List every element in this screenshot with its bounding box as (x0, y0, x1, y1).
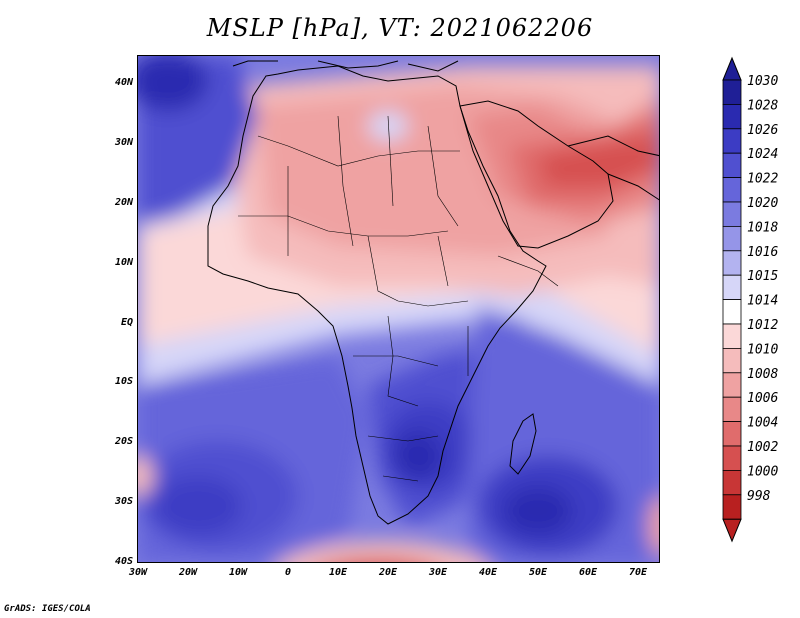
colorbar-label: 1022 (747, 172, 778, 187)
lat-label-40n: 40N (114, 77, 133, 88)
lat-label-30n: 30N (114, 137, 133, 148)
lat-label-10s: 10S (114, 376, 133, 387)
colorbar-swatch (722, 104, 742, 130)
asia-coastline (567, 135, 659, 201)
colorbar-label: 1015 (747, 269, 778, 284)
lat-label-40s: 40S (114, 556, 133, 567)
lon-label-50e: 50E (528, 567, 548, 578)
colorbar-max-arrow (722, 56, 742, 81)
colorbar-swatch (722, 79, 742, 105)
colorbar-label: 1012 (747, 318, 778, 333)
lon-label-30w: 30W (128, 567, 148, 578)
colorbar-swatch (722, 177, 742, 203)
colorbar-label: 998 (747, 489, 771, 504)
colorbar-label: 1018 (747, 220, 778, 235)
map-title: MSLP [hPa], VT: 2021062206 (206, 14, 594, 42)
colorbar-label: 1020 (747, 196, 778, 211)
lat-label-30s: 30S (114, 496, 133, 507)
colorbar-swatch (722, 372, 742, 398)
colorbar-label: 1016 (747, 245, 778, 260)
lon-label-10e: 10E (328, 567, 348, 578)
colorbar-label: 1014 (747, 294, 778, 309)
colorbar-swatch (722, 225, 742, 252)
colorbar: 1030 1028 1026 1024 1022 1020 1018 1016 1015 1014… (722, 56, 778, 543)
lat-label-20s: 20S (114, 436, 133, 447)
pressure-shading (138, 56, 659, 562)
lat-label-10n: 10N (114, 257, 133, 268)
map-plot-area (137, 55, 660, 563)
grads-credit: GrADS: IGES/COLA (4, 604, 91, 614)
lon-label-20w: 20W (178, 567, 198, 578)
colorbar-label: 1028 (747, 98, 778, 113)
colorbar-swatch (722, 201, 742, 227)
mslp-field (138, 56, 659, 562)
colorbar-label: 1006 (747, 391, 778, 406)
colorbar-label: 1002 (747, 440, 778, 455)
colorbar-label: 1000 (747, 464, 778, 479)
colorbar-label: 1004 (747, 416, 778, 431)
colorbar-swatch (722, 347, 742, 374)
colorbar-swatch (722, 445, 742, 471)
lat-label-eq: EQ (120, 317, 133, 328)
colorbar-swatch (722, 152, 742, 178)
colorbar-swatch (722, 323, 742, 349)
colorbar-swatch (722, 250, 742, 276)
madagascar-coastline (509, 413, 537, 475)
colorbar-label: 1008 (747, 367, 778, 382)
colorbar-swatch (722, 274, 742, 300)
lon-label-70e: 70E (628, 567, 648, 578)
lon-label-30e: 30E (428, 567, 448, 578)
colorbar-swatch (722, 128, 742, 154)
lon-label-20e: 20E (378, 567, 398, 578)
lon-label-0: 0 (284, 567, 292, 578)
colorbar-label: 1024 (747, 147, 778, 162)
lon-label-60e: 60E (578, 567, 598, 578)
colorbar-label: 1030 (747, 74, 778, 89)
colorbar-swatch (722, 421, 742, 447)
europe-coastline (232, 60, 459, 72)
colorbar-label: 1010 (747, 342, 778, 357)
colorbar-swatch (722, 494, 742, 520)
lon-label-10w: 10W (228, 567, 248, 578)
colorbar-label: 1026 (747, 123, 778, 138)
lat-label-20n: 20N (114, 197, 133, 208)
colorbar-swatch (722, 396, 742, 423)
colorbar-min-arrow (722, 518, 742, 543)
africa-coastline (207, 65, 547, 525)
colorbar-swatch (722, 469, 742, 496)
country-borders (238, 115, 559, 482)
colorbar-swatch (722, 299, 742, 325)
lon-label-40e: 40E (478, 567, 498, 578)
arabia-coastline (459, 100, 614, 249)
